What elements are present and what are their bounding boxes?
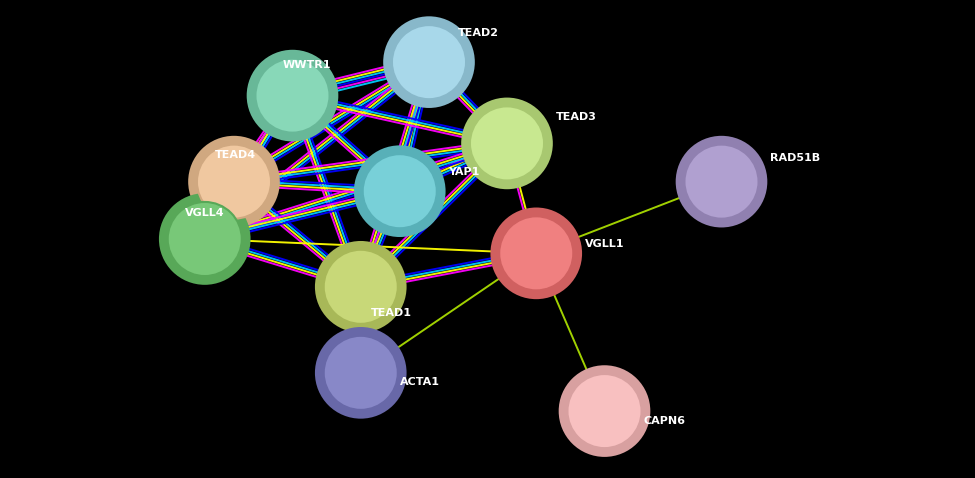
Text: VGLL4: VGLL4 — [185, 208, 225, 217]
Ellipse shape — [383, 16, 475, 108]
Text: TEAD2: TEAD2 — [458, 29, 499, 38]
Ellipse shape — [315, 241, 407, 333]
Ellipse shape — [247, 50, 338, 141]
Ellipse shape — [363, 154, 437, 228]
Text: TEAD1: TEAD1 — [370, 308, 411, 318]
Ellipse shape — [197, 144, 271, 219]
Ellipse shape — [324, 336, 398, 410]
Ellipse shape — [315, 327, 407, 419]
Text: TEAD3: TEAD3 — [556, 112, 597, 122]
Text: VGLL1: VGLL1 — [585, 239, 625, 249]
Text: YAP1: YAP1 — [448, 167, 480, 177]
Ellipse shape — [559, 365, 650, 457]
Ellipse shape — [567, 374, 642, 448]
Ellipse shape — [470, 106, 544, 181]
Ellipse shape — [676, 136, 767, 228]
Text: RAD51B: RAD51B — [770, 153, 820, 163]
Ellipse shape — [354, 145, 446, 237]
Ellipse shape — [255, 58, 330, 133]
Ellipse shape — [684, 144, 759, 219]
Text: CAPN6: CAPN6 — [644, 416, 685, 425]
Text: ACTA1: ACTA1 — [400, 378, 440, 387]
Ellipse shape — [324, 250, 398, 324]
Ellipse shape — [392, 25, 466, 99]
Text: WWTR1: WWTR1 — [283, 60, 332, 69]
Ellipse shape — [490, 207, 582, 299]
Ellipse shape — [159, 193, 251, 285]
Ellipse shape — [499, 216, 573, 291]
Ellipse shape — [168, 202, 242, 276]
Text: TEAD4: TEAD4 — [214, 151, 255, 160]
Ellipse shape — [461, 98, 553, 189]
Ellipse shape — [188, 136, 280, 228]
